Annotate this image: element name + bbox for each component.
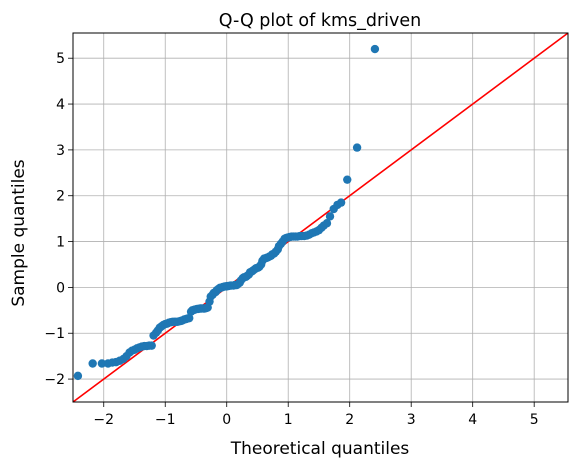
x-tick-label: −2	[93, 412, 114, 428]
y-tick-label: 5	[56, 51, 65, 67]
y-tick-label: −1	[44, 326, 65, 342]
data-point	[343, 175, 352, 184]
y-tick-label: 0	[56, 280, 65, 296]
x-tick-label: 3	[407, 412, 416, 428]
grid	[73, 33, 568, 402]
data-point	[97, 359, 107, 368]
y-axis-label: Sample quantiles	[9, 159, 29, 306]
y-tick-label: 1	[56, 235, 65, 251]
x-tick-label: 2	[345, 412, 354, 428]
data-point	[325, 212, 335, 221]
axis-ticks: −2 −1 0 1 2 3 4 5 −2 −1 0 1 2 3 4 5	[44, 51, 538, 428]
data-point	[73, 371, 83, 381]
chart-title: Q-Q plot of kms_driven	[219, 11, 422, 31]
data-point	[88, 359, 97, 368]
data-point	[370, 44, 380, 54]
x-axis-label: Theoretical quantiles	[230, 439, 410, 459]
y-tick-label: 2	[56, 189, 65, 205]
data-point	[352, 143, 362, 152]
data-point	[185, 313, 194, 323]
y-tick-label: −2	[44, 372, 65, 388]
x-tick-label: 1	[284, 412, 293, 428]
reference-line-layer	[72, 32, 569, 403]
y-tick-label: 3	[56, 143, 65, 159]
data-point	[336, 198, 346, 207]
plot-area-frame	[72, 32, 569, 403]
x-tick-label: −1	[155, 412, 176, 428]
data-point	[322, 219, 332, 228]
x-tick-label: 0	[222, 412, 231, 428]
reference-line	[72, 32, 569, 403]
y-tick-label: 4	[56, 97, 65, 113]
x-tick-label: 5	[530, 412, 539, 428]
x-tick-label: 4	[468, 412, 477, 428]
data-points	[73, 44, 380, 381]
data-point	[147, 341, 156, 350]
